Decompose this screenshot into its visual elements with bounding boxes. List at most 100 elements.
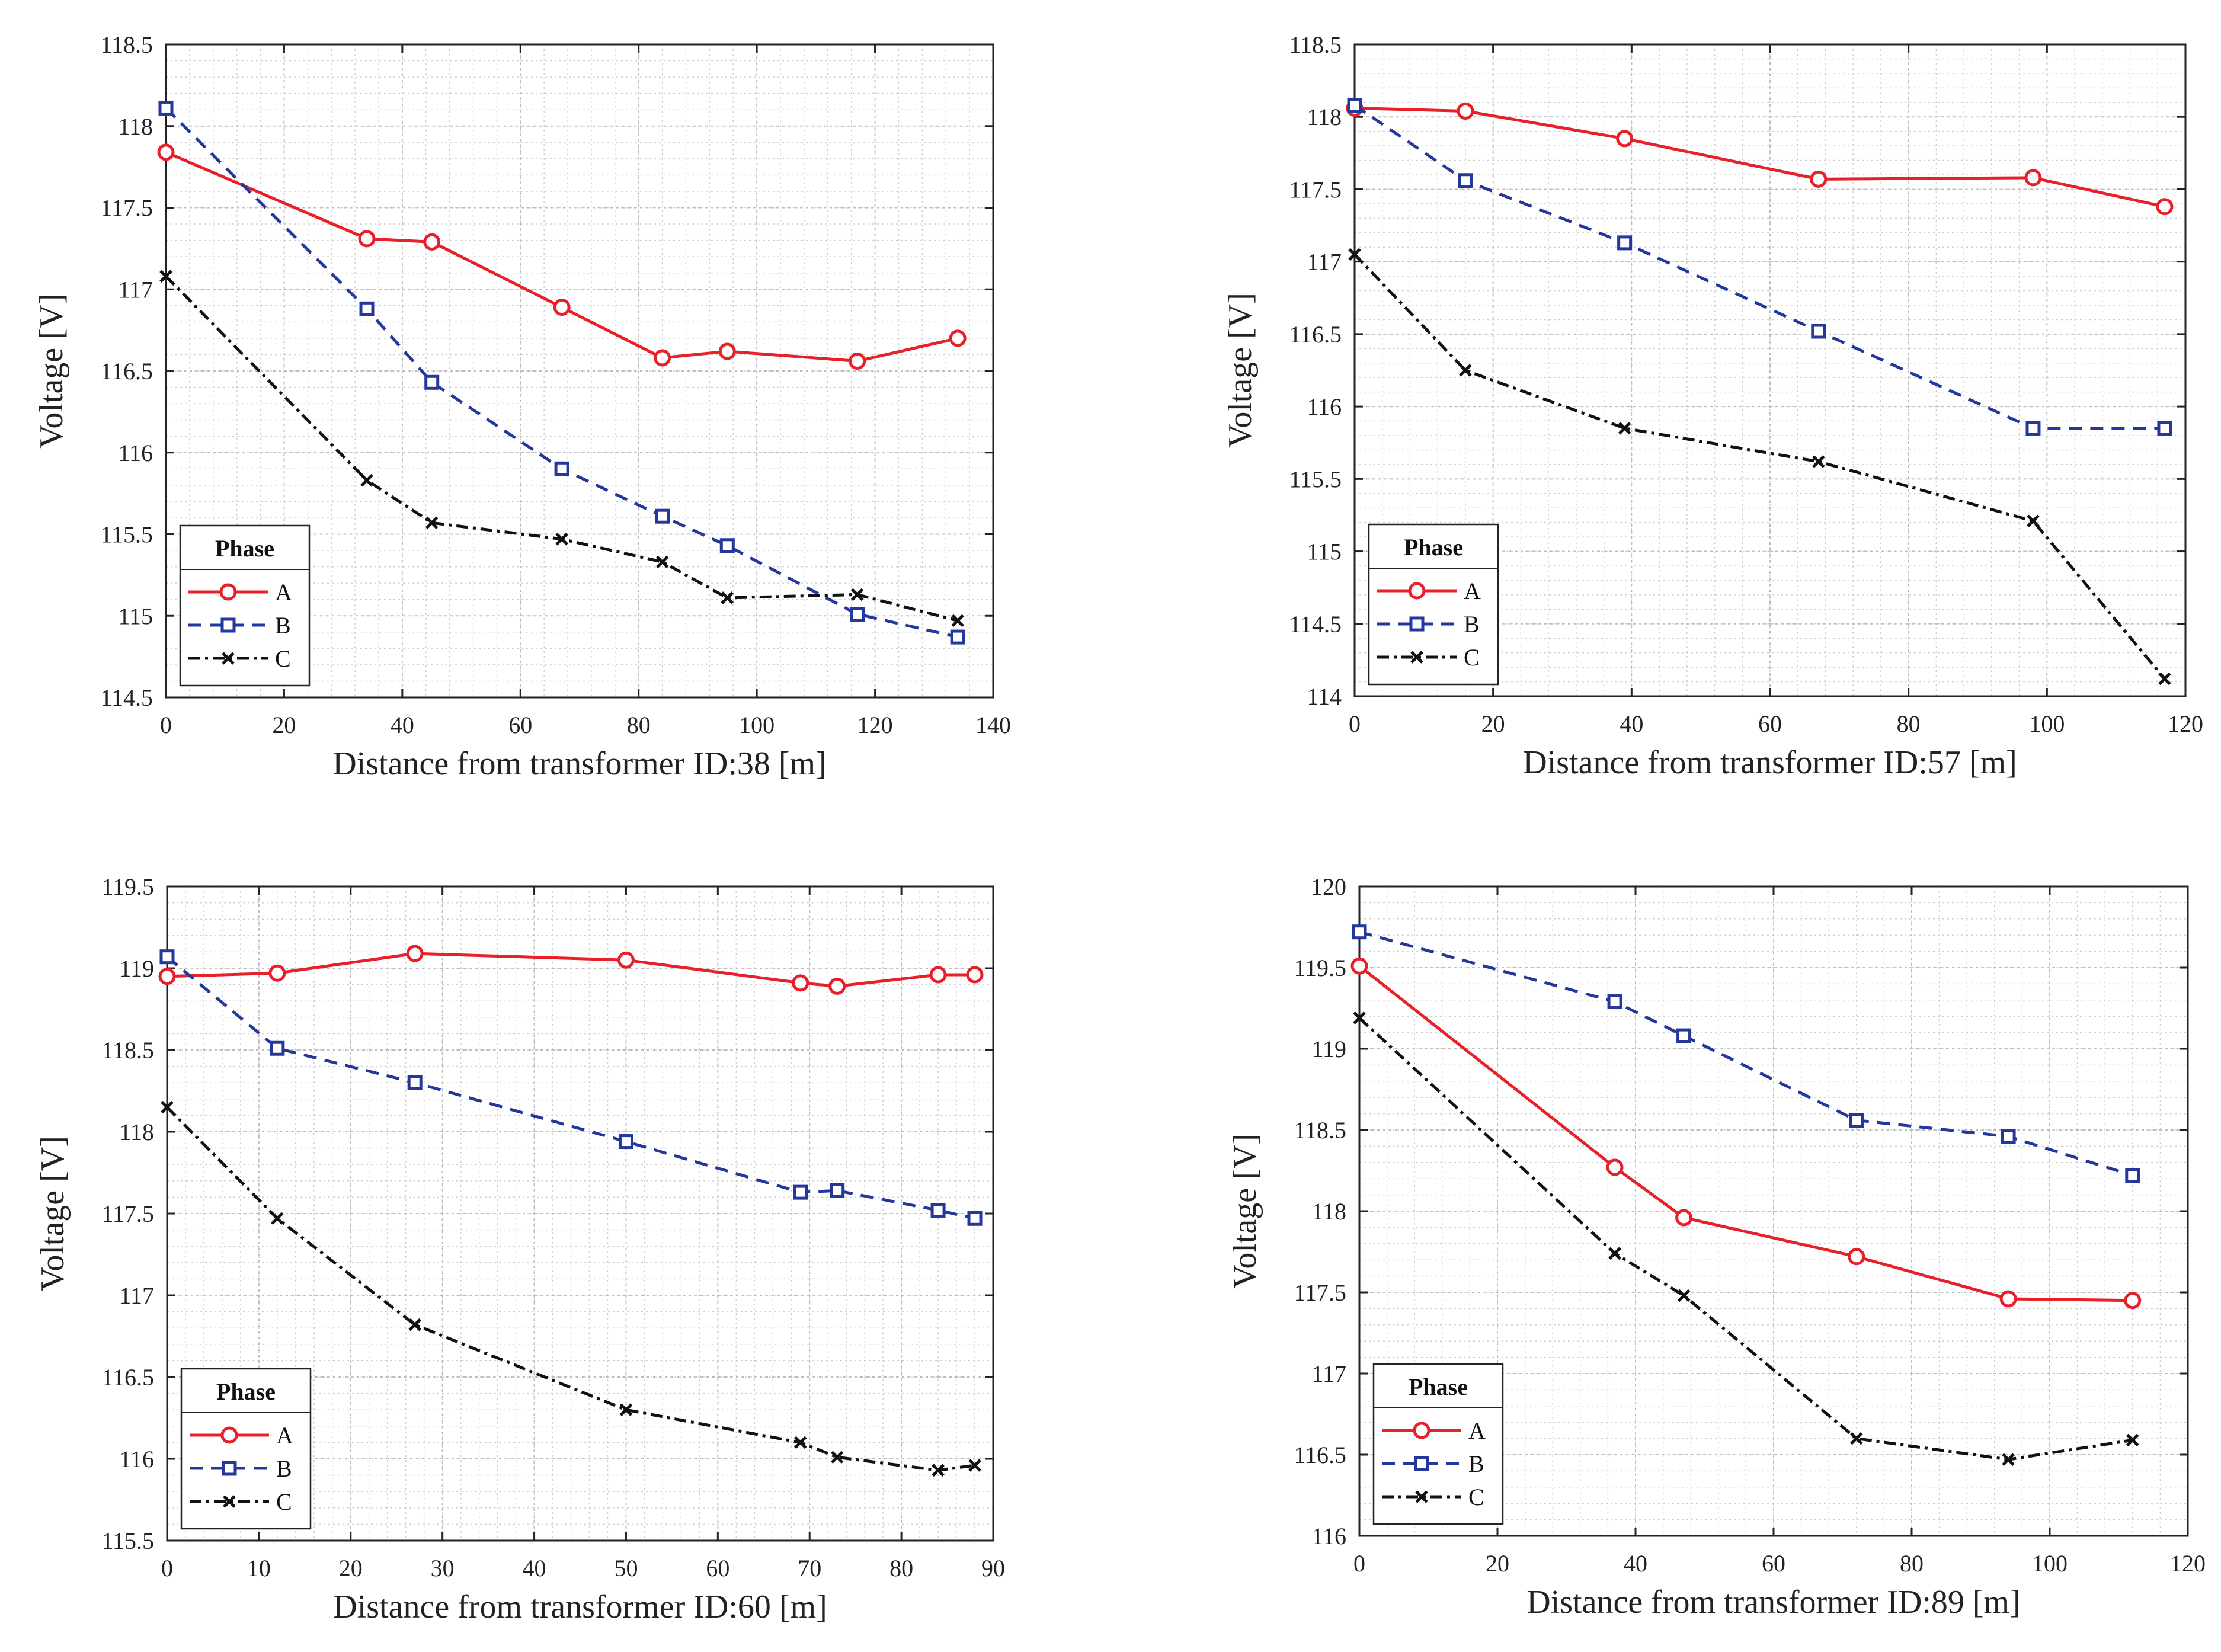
- x-tick-label: 80: [1900, 1550, 1924, 1577]
- data-point-B: [1811, 324, 1826, 339]
- x-tick-label: 120: [857, 712, 893, 738]
- series-line-B: [165, 107, 958, 639]
- x-tick-label: 40: [391, 712, 414, 738]
- data-point-A: [553, 299, 571, 316]
- series-line-B: [1353, 104, 2165, 430]
- x-tick-label: 60: [508, 712, 532, 738]
- x-tick-label: 40: [1624, 1550, 1647, 1577]
- x-tick-label: 70: [798, 1555, 821, 1581]
- x-tick-label: 140: [975, 712, 1011, 738]
- legend-marker-A: [219, 583, 237, 601]
- data-point-C: [360, 473, 373, 487]
- y-tick-label: 115.5: [100, 521, 153, 548]
- data-point-C: [425, 516, 439, 529]
- legend-label-B: B: [1464, 611, 1480, 638]
- y-tick-label: 115.5: [1289, 466, 1342, 492]
- series-A: [158, 945, 984, 995]
- y-tick-label: 117.5: [1294, 1279, 1346, 1306]
- legend-label-B: B: [276, 1455, 292, 1482]
- data-point-A: [949, 329, 967, 347]
- y-tick-label: 117: [1311, 1360, 1346, 1387]
- data-point-A: [828, 977, 846, 995]
- x-tick-label: 80: [889, 1555, 913, 1581]
- data-point-A: [849, 352, 866, 370]
- legend-marker-C: [222, 652, 235, 665]
- series-line-A: [1358, 965, 2133, 1302]
- data-point-B: [158, 100, 174, 116]
- x-tick-label: 80: [627, 712, 651, 738]
- y-tick-label: 118.5: [101, 1037, 154, 1064]
- legend-label-A: A: [276, 1422, 293, 1449]
- data-point-C: [555, 532, 568, 546]
- series-line-A: [167, 952, 975, 988]
- data-point-A: [718, 342, 736, 360]
- legend-marker-B: [220, 617, 236, 633]
- data-point-C: [1353, 1011, 1366, 1025]
- data-point-C: [408, 1318, 421, 1331]
- x-tick-label: 120: [2170, 1550, 2206, 1577]
- data-point-A: [617, 951, 635, 969]
- data-point-C: [655, 555, 669, 569]
- series-B: [159, 949, 983, 1226]
- data-point-A: [1810, 170, 1828, 188]
- legend-label-B: B: [275, 612, 291, 639]
- y-tick-label: 116.5: [1289, 321, 1342, 348]
- data-point-C: [951, 614, 964, 627]
- x-tick-label: 50: [614, 1555, 638, 1581]
- data-point-B: [950, 629, 965, 645]
- x-tick-label: 100: [739, 712, 775, 738]
- chart-panel-2: 0 20 40 60 80 100 120 114 114.5 115 115.5 116 116.5 1…: [1222, 31, 2203, 781]
- y-axis-label: Voltage [V]: [1222, 293, 1259, 448]
- legend-title: Phase: [215, 535, 274, 562]
- legend-label-B: B: [1468, 1451, 1484, 1477]
- y-axis-label: Voltage [V]: [34, 1136, 71, 1291]
- y-tick-label: 118: [118, 113, 153, 140]
- y-tick-label: 115: [118, 603, 153, 629]
- data-point-C: [2126, 1433, 2139, 1447]
- x-axis-label: Distance from transformer ID:57 [m]: [1523, 744, 2017, 781]
- legend-title: Phase: [1404, 534, 1463, 561]
- legend-label-C: C: [276, 1488, 292, 1515]
- data-point-C: [1850, 1432, 1863, 1445]
- data-point-B: [830, 1183, 845, 1198]
- chart-panel-1: 0 20 40 60 80 100 120 140 114.5 115 115.5 116 116.5 1…: [33, 31, 1011, 782]
- series-A: [1350, 957, 2142, 1310]
- series-C: [159, 270, 964, 627]
- y-tick-label: 117: [118, 276, 153, 303]
- x-tick-label: 20: [1486, 1550, 1509, 1577]
- data-point-C: [932, 1464, 945, 1477]
- data-point-C: [159, 270, 172, 283]
- legend-label-C: C: [275, 645, 291, 672]
- legend-marker-B: [222, 1461, 237, 1476]
- legend-label-C: C: [1468, 1484, 1484, 1510]
- y-tick-label: 116: [118, 440, 153, 466]
- y-tick-label: 115: [1307, 539, 1342, 565]
- data-point-A: [1999, 1290, 2017, 1308]
- data-point-B: [407, 1075, 423, 1090]
- y-tick-label: 117: [1307, 249, 1342, 276]
- y-tick-label: 116: [1311, 1523, 1346, 1549]
- data-point-C: [2158, 672, 2171, 686]
- chart-panel-4: 0 20 40 60 80 100 120 116 116.5 117 117.5 118 118.5 1…: [1227, 873, 2206, 1621]
- data-point-B: [655, 508, 670, 524]
- y-tick-label: 119: [119, 955, 154, 982]
- legend-marker-C: [223, 1495, 236, 1508]
- x-tick-label: 10: [247, 1555, 271, 1581]
- x-tick-label: 40: [1620, 710, 1643, 737]
- x-axis-label: Distance from transformer ID:38 [m]: [332, 745, 827, 782]
- y-tick-label: 116.5: [101, 1364, 154, 1391]
- series-C: [161, 1100, 981, 1477]
- chart-panel-3: 0 10 20 30 40 50 60 70 80 90 115.5 116 116.5 117 117.5…: [34, 873, 1005, 1625]
- data-point-A: [157, 143, 175, 161]
- data-point-B: [1617, 235, 1633, 251]
- legend-label-A: A: [1464, 578, 1481, 604]
- legend-label-C: C: [1464, 644, 1480, 671]
- y-axis-label: Voltage [V]: [33, 293, 70, 449]
- data-point-B: [2001, 1129, 2016, 1144]
- series-B: [1352, 924, 2140, 1183]
- x-tick-label: 120: [2168, 710, 2203, 737]
- legend-marker-A: [220, 1426, 238, 1444]
- data-point-B: [930, 1202, 946, 1218]
